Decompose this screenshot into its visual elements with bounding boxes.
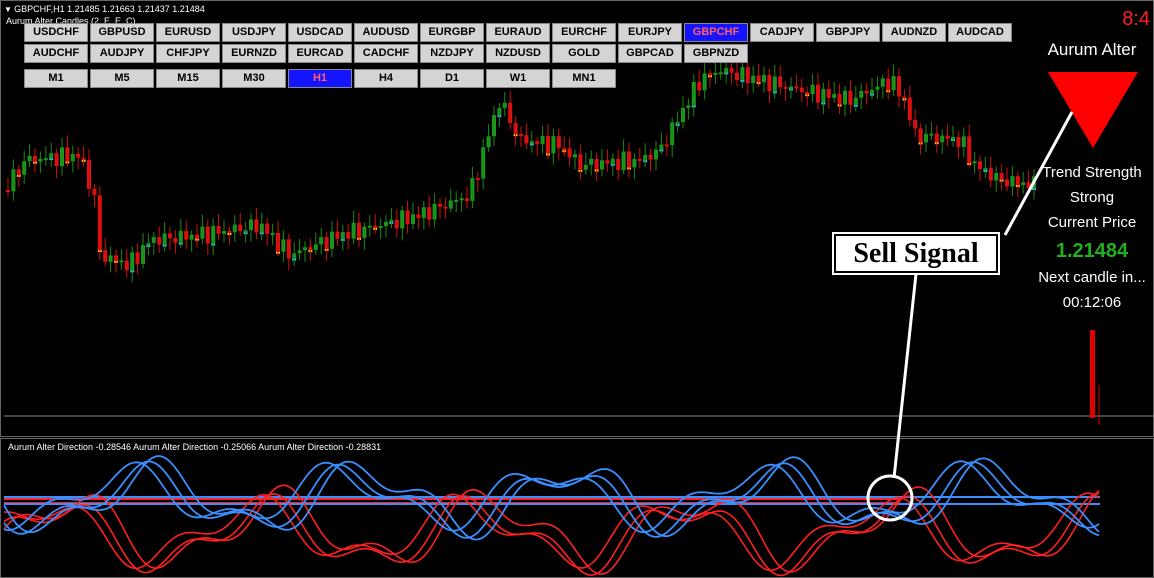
symbol-button[interactable]: EURNZD <box>222 44 286 63</box>
timeframe-button[interactable]: M1 <box>24 69 88 88</box>
symbol-button[interactable]: AUDCAD <box>948 23 1012 42</box>
symbol-button[interactable]: AUDNZD <box>882 23 946 42</box>
timeframe-button[interactable]: H4 <box>354 69 418 88</box>
direction-line-blue <box>3 460 1100 539</box>
symbol-button[interactable]: NZDJPY <box>420 44 484 63</box>
countdown: 00:12:06 <box>1062 294 1122 311</box>
trend-label: Trend Strength <box>1042 164 1142 181</box>
symbol-text: GBPCHF,H1 1.21485 1.21663 1.21437 1.2148… <box>14 4 205 14</box>
symbol-button[interactable]: EURCAD <box>288 44 352 63</box>
timeframe-button[interactable]: M5 <box>90 69 154 88</box>
symbol-button[interactable]: NZDUSD <box>486 44 550 63</box>
score: 8:4 <box>1122 8 1150 30</box>
timeframe-button[interactable]: W1 <box>486 69 550 88</box>
symbol-button[interactable]: EURUSD <box>156 23 220 42</box>
symbol-button[interactable]: GBPCHF <box>684 23 748 42</box>
direction-line-red <box>3 492 1100 577</box>
timeframe-button[interactable]: M15 <box>156 69 220 88</box>
symbol-button[interactable]: AUDCHF <box>24 44 88 63</box>
symbol-line: ▼ GBPCHF,H1 1.21485 1.21663 1.21437 1.21… <box>4 4 205 14</box>
current-price: 1.21484 <box>1055 240 1129 262</box>
symbol-button[interactable]: EURAUD <box>486 23 550 42</box>
symbol-button[interactable]: CADCHF <box>354 44 418 63</box>
symbol-button[interactable]: EURJPY <box>618 23 682 42</box>
symbol-button[interactable]: AUDJPY <box>90 44 154 63</box>
indicator-label: Aurum Alter Candles (2, E, E, C) <box>6 16 136 26</box>
price-label: Current Price <box>1047 214 1137 231</box>
symbol-button[interactable]: GBPUSD <box>90 23 154 42</box>
callout-line <box>1003 111 1074 236</box>
callout-line <box>892 273 918 479</box>
symbol-button[interactable]: USDCAD <box>288 23 352 42</box>
symbol-button[interactable]: CHFJPY <box>156 44 220 63</box>
direction-line-red <box>3 484 1100 575</box>
symbol-button[interactable]: GBPNZD <box>684 44 748 63</box>
direction-line-red <box>3 492 1100 572</box>
subwindow-label: Aurum Alter Direction -0.28546 Aurum Alt… <box>8 442 382 452</box>
indicator-name: Aurum Alter <box>1047 40 1137 59</box>
symbol-button[interactable]: GBPJPY <box>816 23 880 42</box>
symbol-button[interactable]: GBPCAD <box>618 44 682 63</box>
current-candle <box>1090 330 1095 418</box>
symbol-button[interactable]: CADJPY <box>750 23 814 42</box>
timeframe-button[interactable]: M30 <box>222 69 286 88</box>
annotation-text: Sell Signal <box>853 238 978 269</box>
symbol-button[interactable]: USDCHF <box>24 23 88 42</box>
timeframe-button[interactable]: D1 <box>420 69 484 88</box>
symbol-button[interactable]: AUDUSD <box>354 23 418 42</box>
annotation-box <box>832 232 1000 275</box>
sell-arrow <box>1048 72 1138 148</box>
symbol-button[interactable]: USDJPY <box>222 23 286 42</box>
main-pane-border <box>0 0 1154 437</box>
annotation-frame <box>834 234 998 273</box>
next-candle-label: Next candle in... <box>1038 269 1146 286</box>
symbol-button[interactable]: EURGBP <box>420 23 484 42</box>
symbol-button[interactable]: GOLD <box>552 44 616 63</box>
symbol-button[interactable]: EURCHF <box>552 23 616 42</box>
signal-circle <box>866 474 914 522</box>
timeframe-button[interactable]: H1 <box>288 69 352 88</box>
direction-line-blue <box>3 455 1100 541</box>
timeframe-button[interactable]: MN1 <box>552 69 616 88</box>
trend-value: Strong <box>1069 189 1115 206</box>
